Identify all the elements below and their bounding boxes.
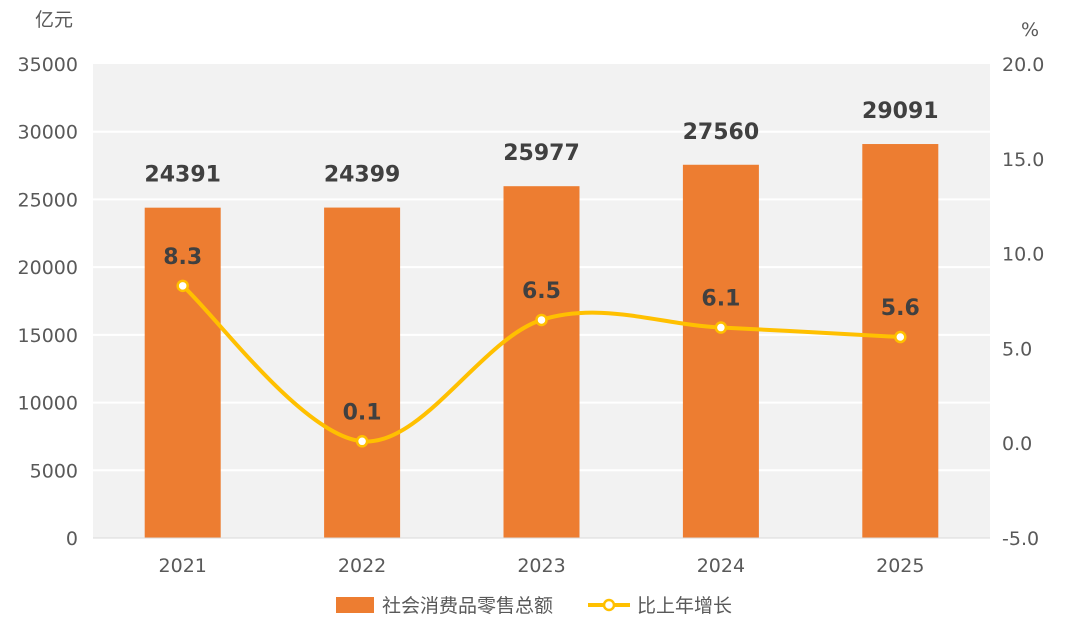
line-point <box>355 435 369 448</box>
line-point <box>176 279 189 293</box>
right-tick-label: 15.0 <box>1002 149 1044 171</box>
growth-line <box>176 279 907 448</box>
bar <box>324 207 401 539</box>
legend-bar-label: 社会消费品零售总额 <box>382 595 553 617</box>
bar <box>503 186 580 538</box>
x-tick-label: 2022 <box>338 555 386 577</box>
x-tick-label: 2025 <box>876 555 924 577</box>
legend-line-label: 比上年增长 <box>637 595 732 617</box>
right-tick-label: 5.0 <box>1002 338 1032 360</box>
bar-value-label: 27560 <box>683 120 760 145</box>
line-value-label: 6.1 <box>701 287 740 312</box>
legend-line-marker <box>602 598 616 612</box>
right-tick-label: 0.0 <box>1002 433 1032 455</box>
legend: 社会消费品零售总额 比上年增长 <box>336 595 732 617</box>
legend-bar-swatch <box>336 597 374 613</box>
line-value-label: 6.5 <box>522 279 561 304</box>
line-value-label: 0.1 <box>343 400 382 425</box>
line-point <box>714 321 728 334</box>
x-tick-label: 2021 <box>159 555 207 577</box>
bar-value-label: 24391 <box>144 163 221 188</box>
x-tick-label: 2023 <box>517 555 565 577</box>
left-tick-label: 35000 <box>18 54 78 76</box>
line-point <box>894 330 907 344</box>
left-tick-label: 20000 <box>18 257 78 279</box>
left-tick-label: 15000 <box>18 325 78 347</box>
growth-line-path <box>181 284 901 444</box>
data-labels: 24391 24399 25977 27560 29091 8.3 0.1 6.5 6.1 5.6 <box>144 99 938 425</box>
bar-value-label: 25977 <box>503 141 580 166</box>
left-tick-label: 0 <box>66 528 78 550</box>
x-tick-label: 2024 <box>697 555 745 577</box>
right-tick-label: 10.0 <box>1002 244 1044 266</box>
left-tick-label: 5000 <box>30 460 78 482</box>
right-tick-label: -5.0 <box>1002 528 1039 550</box>
bar-value-label: 29091 <box>862 99 939 124</box>
line-value-label: 8.3 <box>163 245 202 270</box>
left-tick-label: 10000 <box>18 393 78 415</box>
right-tick-label: 20.0 <box>1002 54 1044 76</box>
bar-value-label: 24399 <box>324 163 401 188</box>
left-tick-label: 25000 <box>18 189 78 211</box>
bars <box>144 144 939 539</box>
bar <box>682 164 759 538</box>
line-point <box>535 313 548 327</box>
line-value-label: 5.6 <box>881 296 920 321</box>
axes: 0 5000 10000 15000 20000 25000 30000 35000 -5.0 0… <box>18 54 1045 577</box>
bar <box>144 207 221 538</box>
right-axis-unit: % <box>1021 19 1039 41</box>
left-tick-label: 30000 <box>18 122 78 144</box>
left-axis-unit: 亿元 <box>35 9 73 31</box>
